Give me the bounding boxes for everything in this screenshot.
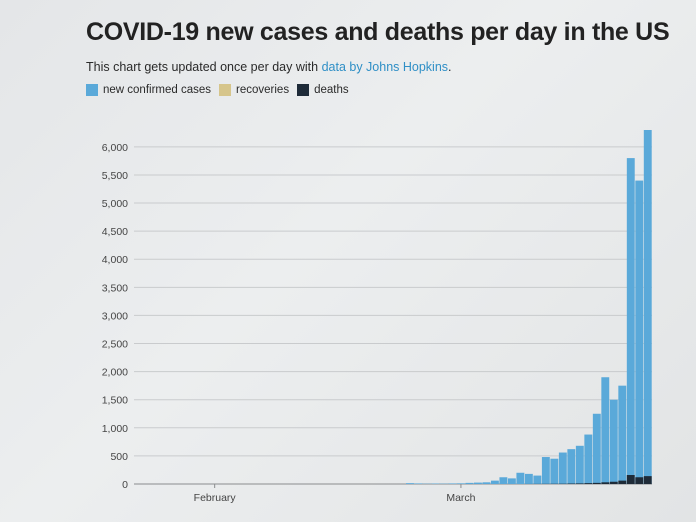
- y-tick-label: 1,500: [102, 395, 128, 407]
- death-bar: [575, 483, 584, 484]
- y-tick-label: 4,000: [102, 254, 128, 266]
- y-tick-label: 2,500: [102, 339, 128, 351]
- case-bar: [609, 399, 618, 484]
- legend-label-cases: new confirmed cases: [103, 84, 212, 96]
- chart-subtitle: This chart gets updated once per day wit…: [86, 60, 452, 74]
- y-tick-label: 6,000: [102, 142, 128, 154]
- x-tick-label: February: [194, 492, 237, 504]
- legend-swatch-recoveries: [219, 84, 232, 96]
- case-bar: [465, 482, 474, 484]
- case-bar: [490, 480, 499, 484]
- case-bar: [626, 158, 635, 484]
- case-bar: [507, 478, 516, 484]
- case-bar: [601, 377, 610, 484]
- case-bar: [618, 385, 627, 484]
- y-tick-label: 3,500: [102, 282, 128, 294]
- case-bar: [524, 473, 533, 484]
- death-bar: [643, 476, 652, 484]
- case-bar: [448, 483, 457, 484]
- case-bar: [584, 434, 593, 484]
- death-bar: [618, 480, 627, 484]
- legend-label-deaths: deaths: [314, 84, 349, 96]
- data-source-link[interactable]: data by Johns Hopkins: [321, 60, 449, 74]
- case-bar: [558, 452, 567, 484]
- case-bar: [550, 458, 559, 484]
- chart-legend: new confirmed cases recoveries deaths: [86, 84, 349, 96]
- y-tick-label: 0: [122, 479, 128, 491]
- death-bar: [626, 475, 635, 484]
- case-bar: [533, 475, 542, 484]
- legend-item-deaths[interactable]: deaths: [297, 84, 349, 96]
- case-bar: [592, 413, 601, 484]
- legend-label-recoveries: recoveries: [236, 84, 290, 96]
- case-bar: [499, 477, 508, 484]
- death-bar: [609, 481, 618, 484]
- legend-item-cases[interactable]: new confirmed cases: [86, 84, 211, 96]
- death-bar: [635, 477, 644, 484]
- subtitle-text: This chart gets updated once per day wit…: [86, 60, 322, 74]
- case-bar: [635, 180, 644, 485]
- case-bar: [414, 483, 423, 484]
- case-bar: [473, 482, 482, 484]
- chart-title: COVID-19 new cases and deaths per day in…: [86, 18, 670, 46]
- death-bar: [592, 482, 601, 484]
- y-tick-label: 4,500: [102, 226, 128, 238]
- death-bar: [601, 482, 610, 484]
- subtitle-period: .: [448, 60, 452, 74]
- case-bar: [516, 472, 525, 484]
- y-tick-label: 3,000: [102, 310, 128, 322]
- case-bar: [406, 483, 414, 484]
- death-bar: [584, 483, 593, 484]
- legend-swatch-cases: [86, 84, 98, 96]
- legend-item-recoveries[interactable]: recoveries: [219, 84, 289, 96]
- case-bar: [482, 482, 491, 484]
- case-bar: [643, 130, 652, 484]
- case-bar: [575, 445, 584, 484]
- y-tick-label: 500: [110, 451, 128, 463]
- y-tick-label: 1,000: [102, 423, 128, 435]
- case-bar: [456, 483, 465, 484]
- case-bar: [567, 449, 576, 484]
- case-bar: [541, 457, 550, 484]
- legend-swatch-deaths: [297, 84, 310, 96]
- y-tick-label: 2,000: [102, 367, 128, 379]
- y-tick-label: 5,000: [102, 198, 128, 210]
- x-tick-label: March: [446, 492, 475, 504]
- y-tick-label: 5,500: [102, 170, 128, 182]
